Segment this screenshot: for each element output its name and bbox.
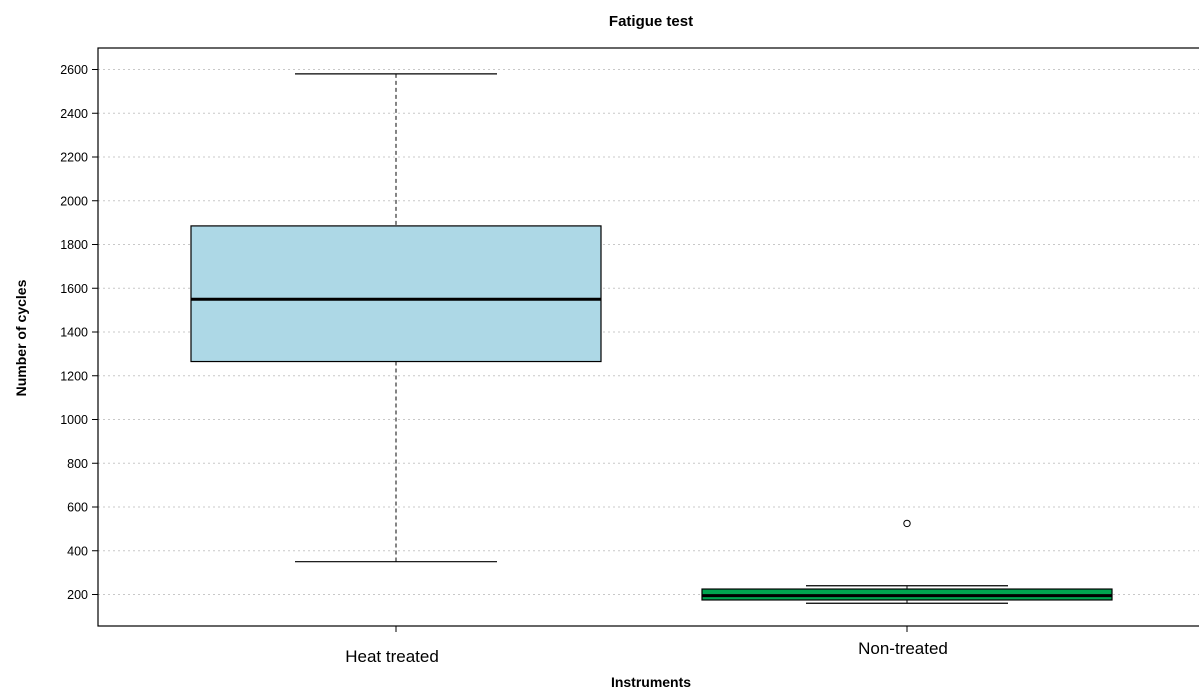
y-tick-label: 1600 [60,282,88,296]
y-axis-label: Number of cycles [13,279,29,396]
y-tick-label: 1400 [60,326,88,340]
x-axis-label: Instruments [611,674,691,690]
x-tick-label: Heat treated [345,647,439,666]
y-tick-label: 1200 [60,369,88,383]
y-tick-label: 1800 [60,238,88,252]
box-body [190,225,602,363]
outlier-point [903,519,911,528]
x-tick-label: Non-treated [858,639,948,658]
grid-lines [98,69,1199,595]
y-tick-label: 800 [67,457,88,471]
boxes [190,73,1113,604]
y-tick-label: 2600 [60,63,88,77]
y-tick-label: 2200 [60,151,88,165]
chart-title: Fatigue test [609,13,693,30]
y-tick-label: 2000 [60,194,88,208]
y-axis-ticks: 200 400 600 800 1000 1200 1400 1600 1800 2000 2200… [60,63,98,602]
plot-frame [97,47,1199,627]
y-tick-label: 1000 [60,413,88,427]
y-tick-label: 400 [67,544,88,558]
box-heat-treated [190,73,602,563]
y-tick-label: 2400 [60,107,88,121]
x-axis-ticks: Heat treated Non-treated [345,626,948,666]
y-tick-label: 200 [67,588,88,602]
y-tick-label: 600 [67,501,88,515]
box-non-treated [701,519,1113,604]
